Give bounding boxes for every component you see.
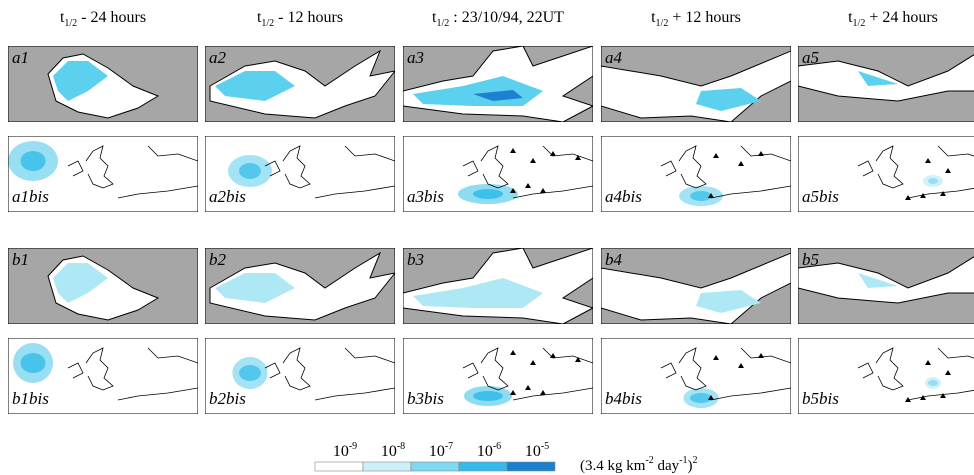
panel: a4bis bbox=[601, 136, 791, 212]
colorbar-tick-label: 10-9 bbox=[333, 441, 357, 460]
header-subscript: 1/2 bbox=[64, 18, 77, 29]
unit-part: -1 bbox=[679, 455, 687, 466]
panel-label: a3bis bbox=[407, 187, 444, 206]
unit-part: -2 bbox=[645, 455, 653, 466]
column-header: t1/2 - 24 hours bbox=[60, 9, 146, 29]
panel: b4 bbox=[601, 248, 791, 324]
colorbar-bin bbox=[363, 462, 411, 471]
panel-label: a3 bbox=[407, 48, 424, 67]
deposit-core bbox=[473, 391, 503, 401]
tick-exponent: -6 bbox=[493, 441, 501, 452]
colorbar-bin bbox=[507, 462, 555, 471]
panel: b2bis bbox=[205, 338, 395, 414]
panel-label: b1bis bbox=[12, 389, 49, 408]
panel: a1 bbox=[8, 46, 198, 122]
colorbar-tick-label: 10-5 bbox=[525, 441, 549, 460]
panel: b1 bbox=[8, 248, 198, 324]
panel-label: a2 bbox=[209, 48, 227, 67]
column-header: t1/2 : 23/10/94, 22UT bbox=[432, 9, 564, 29]
panel-label: a5bis bbox=[802, 187, 839, 206]
unit-part: (3.4 kg km bbox=[580, 458, 646, 474]
panel: a5bis bbox=[798, 136, 974, 212]
tick-base: 10 bbox=[429, 443, 445, 460]
panel: a4 bbox=[601, 46, 791, 122]
tick-base: 10 bbox=[477, 443, 493, 460]
panel-label: b1 bbox=[12, 250, 29, 269]
header-text: + 12 hours bbox=[668, 9, 741, 26]
column-header: t1/2 + 24 hours bbox=[848, 9, 938, 29]
panel-label: b4 bbox=[605, 250, 623, 269]
panel-label: b3bis bbox=[407, 389, 444, 408]
unit-part: 2 bbox=[693, 455, 698, 466]
tick-base: 10 bbox=[333, 443, 349, 460]
panel-label: a4 bbox=[605, 48, 623, 67]
tick-base: 10 bbox=[525, 443, 541, 460]
panel-label: b2 bbox=[209, 250, 227, 269]
colorbar-bin bbox=[459, 462, 507, 471]
column-header: t1/2 - 12 hours bbox=[257, 9, 343, 29]
unit-part: day bbox=[654, 458, 680, 474]
panel: a2 bbox=[205, 46, 395, 122]
header-text: + 24 hours bbox=[865, 9, 938, 26]
panel-label: b5 bbox=[802, 250, 819, 269]
tick-exponent: -7 bbox=[445, 441, 453, 452]
deposit-core bbox=[473, 189, 503, 199]
panel: a3bis bbox=[403, 136, 593, 212]
panel: a1bis bbox=[8, 136, 198, 212]
header-subscript: 1/2 bbox=[656, 18, 669, 29]
header-text: : 23/10/94, 22UT bbox=[449, 9, 564, 26]
header-subscript: 1/2 bbox=[853, 18, 866, 29]
panel-label: a2bis bbox=[209, 187, 246, 206]
colorbar-tick-label: 10-7 bbox=[429, 441, 453, 460]
panel-label: a1bis bbox=[12, 187, 49, 206]
deposit-core bbox=[239, 365, 261, 381]
panel: b4bis bbox=[601, 338, 791, 414]
panel-label: b2bis bbox=[209, 389, 246, 408]
deposit-core bbox=[690, 393, 712, 403]
panel: b1bis bbox=[8, 338, 198, 414]
tick-exponent: -5 bbox=[541, 441, 549, 452]
deposit-core bbox=[21, 353, 46, 373]
deposit-core bbox=[928, 178, 938, 184]
panel: a2bis bbox=[205, 136, 395, 212]
header-text: - 12 hours bbox=[274, 9, 343, 26]
panel: a3 bbox=[403, 46, 593, 122]
panel: b3 bbox=[403, 248, 593, 324]
header-subscript: 1/2 bbox=[437, 18, 450, 29]
panel: b5 bbox=[798, 248, 974, 324]
colorbar-unit: (3.4 kg km-2 day-1)2 bbox=[580, 455, 698, 474]
colorbar-tick-label: 10-8 bbox=[381, 441, 405, 460]
header-subscript: 1/2 bbox=[261, 18, 274, 29]
tick-base: 10 bbox=[381, 443, 397, 460]
deposit-core bbox=[690, 191, 712, 201]
tick-exponent: -8 bbox=[397, 441, 405, 452]
panel-label: a1 bbox=[12, 48, 29, 67]
deposit-core bbox=[239, 163, 261, 179]
panel-label: a5 bbox=[802, 48, 819, 67]
header-text: - 24 hours bbox=[77, 9, 146, 26]
deposit-core bbox=[928, 380, 938, 386]
panel: b5bis bbox=[798, 338, 974, 414]
panel-label: b3 bbox=[407, 250, 424, 269]
figure: t1/2 - 24 hours t1/2 - 12 hours t1/2 : 23/… bbox=[0, 0, 974, 475]
panel: b3bis bbox=[403, 338, 593, 414]
panel-label: a4bis bbox=[605, 187, 642, 206]
panel-label: b5bis bbox=[802, 389, 839, 408]
column-header: t1/2 + 12 hours bbox=[651, 9, 741, 29]
panel-label: b4bis bbox=[605, 389, 642, 408]
colorbar-bin bbox=[411, 462, 459, 471]
panel: b2 bbox=[205, 248, 395, 324]
colorbar-bin bbox=[315, 462, 363, 471]
tick-exponent: -9 bbox=[349, 441, 357, 452]
colorbar-tick-label: 10-6 bbox=[477, 441, 501, 460]
deposit-core bbox=[21, 151, 46, 171]
panel: a5 bbox=[798, 46, 974, 122]
